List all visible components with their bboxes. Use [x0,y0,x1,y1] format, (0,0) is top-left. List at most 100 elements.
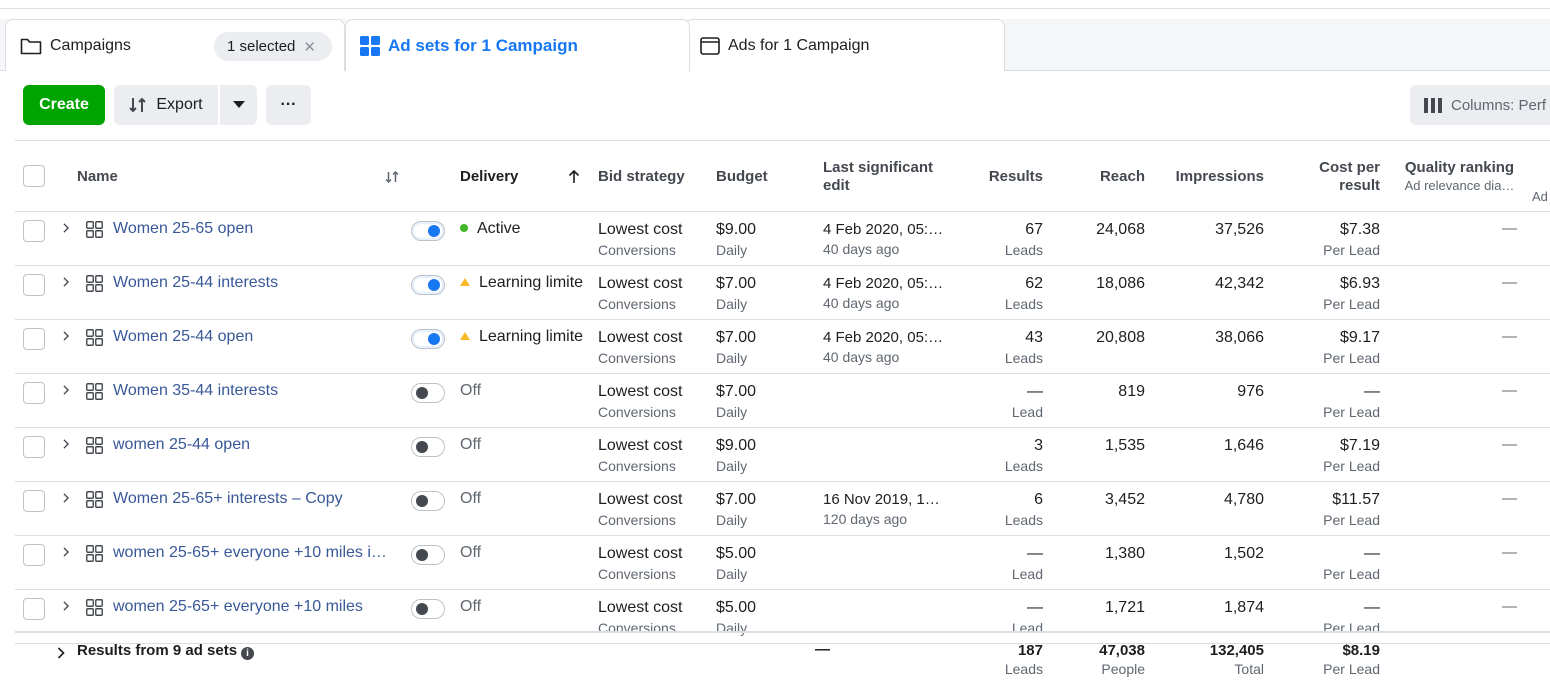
selected-pill[interactable]: 1 selected ✕ [214,32,332,61]
export-button[interactable]: Export [114,85,218,125]
last-edit-cell[interactable] [823,437,948,440]
header-impressions[interactable]: Impressions [1175,168,1264,185]
header-budget[interactable]: Budget [716,168,768,185]
arrow-up-icon[interactable] [568,170,580,184]
impressions-value: 1,646 [1223,437,1264,454]
budget-cell[interactable]: $9.00 Daily [716,221,756,258]
tab-ads[interactable]: Ads for 1 Campaign [685,19,1005,71]
last-edit-cell[interactable]: 4 Feb 2020, 05:… 40 days ago [823,221,948,257]
adset-toggle[interactable] [411,383,445,403]
budget-cell[interactable]: $9.00 Daily [716,437,756,474]
quality-ranking-cell: — [1502,220,1517,237]
clear-selection-icon[interactable]: ✕ [303,38,316,56]
row-checkbox[interactable] [23,490,45,512]
row-checkbox[interactable] [23,544,45,566]
row-checkbox[interactable] [23,328,45,350]
adset-name-link[interactable]: women 25-44 open [113,436,250,453]
footer-label: Results from 9 ad sets [77,642,238,659]
adset-name-link[interactable]: Women 25-44 open [113,328,254,345]
last-edit-cell[interactable]: 4 Feb 2020, 05:… 40 days ago [823,275,948,311]
results-value: 67 [1025,221,1043,238]
chevron-right-icon[interactable] [57,647,65,659]
budget-cell[interactable]: $5.00 Daily [716,545,756,582]
footer-impressions: 132,405 Total [1155,642,1264,677]
delivery-label: Off [460,490,482,507]
table-row[interactable]: women 25-65+ everyone +10 miles int… Off L… [15,536,1550,590]
adset-name-link[interactable]: Women 25-65+ interests – Copy [113,490,343,507]
cost-cell: $6.93 Per Lead [1280,275,1380,312]
last-edit-cell[interactable] [823,383,948,386]
adset-name-link[interactable]: Women 25-65 open [113,220,254,237]
header-delivery[interactable]: Delivery [460,168,519,185]
row-checkbox[interactable] [23,598,45,620]
table-row[interactable]: women 25-44 open Off Lowest cost Conversion… [15,428,1550,482]
adset-name-link[interactable]: women 25-65+ everyone +10 miles [113,598,363,615]
results-value: 62 [1025,275,1043,292]
results-sub: Lead [1011,566,1043,582]
adset-toggle[interactable] [411,599,445,619]
columns-icon [1424,97,1442,113]
sort-icon[interactable] [385,171,399,183]
adset-name-link[interactable]: Women 35-44 interests [113,382,279,399]
more-options-button[interactable]: ··· [266,85,311,125]
chevron-right-icon[interactable] [61,439,71,449]
chevron-right-icon[interactable] [61,493,71,503]
budget-cell[interactable]: $7.00 Daily [716,275,756,312]
chevron-right-icon[interactable] [61,547,71,557]
delivery-status: Off [460,544,481,562]
row-checkbox[interactable] [23,274,45,296]
create-button[interactable]: Create [23,85,105,125]
last-edit-cell[interactable] [823,545,948,548]
last-edit-cell[interactable] [823,599,948,602]
chevron-right-icon[interactable] [61,277,71,287]
row-checkbox[interactable] [23,436,45,458]
header-name[interactable]: Name [77,168,118,185]
columns-button[interactable]: Columns: Perf [1410,85,1550,125]
table-row[interactable]: Women 25-44 open Learning limite Lowest co… [15,320,1550,374]
row-checkbox[interactable] [23,382,45,404]
adset-toggle[interactable] [411,275,445,295]
adset-name-link[interactable]: Women 25-44 interests [113,274,279,291]
adset-toggle[interactable] [411,491,445,511]
header-cost-per-result[interactable]: Cost per result [1319,159,1380,194]
table-row[interactable]: Women 25-44 interests Learning limite Lowe… [15,266,1550,320]
adset-name-link[interactable]: women 25-65+ everyone +10 miles int… [113,544,393,561]
table-row[interactable]: Women 35-44 interests Off Lowest cost Conve… [15,374,1550,428]
info-icon[interactable]: i [241,647,255,660]
adset-toggle[interactable] [411,437,445,457]
adset-toggle[interactable] [411,329,445,349]
chevron-right-icon[interactable] [61,331,71,341]
delivery-status: Off [460,436,481,454]
footer-reach: 47,038 People [1055,642,1145,677]
adset-toggle[interactable] [411,545,445,565]
header-results[interactable]: Results [988,168,1043,185]
footer-reach-value: 47,038 [1099,642,1145,659]
export-dropdown-button[interactable] [220,85,257,125]
budget-cell[interactable]: $7.00 Daily [716,383,756,420]
delivery-status: Off [460,598,481,616]
tab-campaigns[interactable]: Campaigns 1 selected ✕ [5,19,345,71]
bid-strategy-value: Lowest cost [598,275,683,292]
cost-value: $7.19 [1339,437,1380,454]
budget-cell[interactable]: $7.00 Daily [716,491,756,528]
chevron-right-icon[interactable] [61,601,71,611]
delivery-label: Off [460,544,482,561]
last-edit-cell[interactable]: 16 Nov 2019, 1… 120 days ago [823,491,948,527]
header-last-edit[interactable]: Last significant edit [823,159,934,194]
table-row[interactable]: Women 25-65 open Active Lowest cost Convers… [15,212,1550,266]
header-reach[interactable]: Reach [1099,168,1145,185]
reach-cell: 3,452 [1055,491,1145,509]
tab-adsets[interactable]: Ad sets for 1 Campaign [345,19,690,72]
chevron-right-icon[interactable] [61,385,71,395]
budget-cell[interactable]: $7.00 Daily [716,329,756,366]
results-value: 43 [1025,329,1043,346]
row-checkbox[interactable] [23,220,45,242]
select-all-checkbox[interactable] [23,165,45,187]
adset-toggle[interactable] [411,221,445,241]
table-row[interactable]: Women 25-65+ interests – Copy Off Lowest c… [15,482,1550,536]
header-quality-ranking[interactable]: Quality ranking Ad relevance dia… [1397,159,1522,195]
cost-value: — [1364,545,1380,562]
chevron-right-icon[interactable] [61,223,71,233]
header-bid-strategy[interactable]: Bid strategy [598,168,685,185]
last-edit-cell[interactable]: 4 Feb 2020, 05:… 40 days ago [823,329,948,365]
